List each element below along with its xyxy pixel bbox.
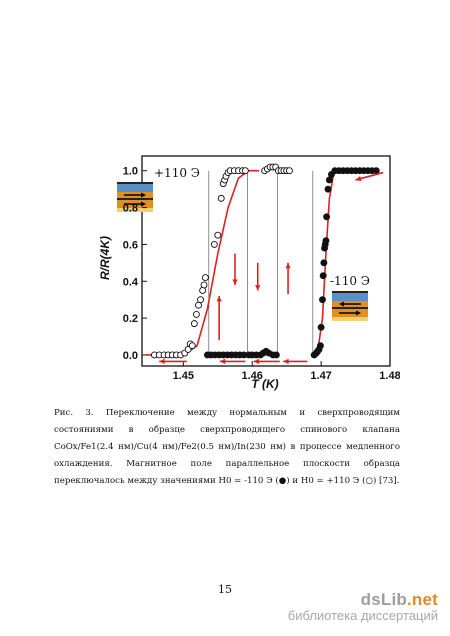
data-point-open bbox=[197, 296, 205, 304]
data-point-open bbox=[201, 274, 209, 282]
arrowhead bbox=[219, 358, 226, 365]
data-point-open bbox=[188, 342, 196, 350]
data-point-filled bbox=[372, 167, 380, 175]
arrowhead bbox=[285, 262, 291, 269]
arrowhead bbox=[216, 296, 222, 302]
data-point-open bbox=[241, 167, 249, 175]
arrowhead bbox=[255, 285, 261, 291]
x-axis-title: T (K) bbox=[251, 377, 278, 391]
y-tick-label: 0.4 bbox=[123, 276, 139, 288]
figure: +110 Э -110 Э T (K) R/R(4K) 1.45 1.46 1.47… bbox=[100, 148, 400, 398]
data-point-open bbox=[210, 240, 218, 248]
data-point-open bbox=[192, 310, 200, 318]
data-point-open bbox=[190, 320, 198, 328]
y-tick-label: 1.0 bbox=[123, 166, 138, 178]
spin-valve-inset-antiparallel bbox=[332, 291, 368, 321]
fit-curve bbox=[310, 169, 346, 356]
watermark-brand-tld: .net bbox=[406, 590, 438, 609]
data-point-filled bbox=[322, 237, 330, 245]
arrowhead bbox=[232, 279, 238, 285]
plot-frame bbox=[141, 155, 391, 367]
x-tick-label: 1.45 bbox=[173, 370, 194, 382]
y-tick-label: 0.0 bbox=[123, 350, 138, 362]
data-point-filled bbox=[324, 185, 332, 193]
data-point-filled bbox=[272, 351, 280, 359]
watermark-brand-main: dsLib bbox=[360, 590, 407, 609]
y-axis-title: R/R(4K) bbox=[100, 236, 112, 280]
data-point-open bbox=[214, 231, 222, 239]
data-point-filled bbox=[319, 296, 326, 304]
data-point-open bbox=[285, 167, 293, 175]
arrowhead bbox=[283, 358, 289, 365]
arrowhead bbox=[355, 176, 362, 182]
y-tick-label: 0.2 bbox=[123, 313, 138, 325]
x-tick-label: 1.47 bbox=[310, 370, 331, 382]
data-point-filled bbox=[323, 213, 331, 221]
data-point-open bbox=[199, 287, 207, 294]
data-point-filled bbox=[319, 272, 327, 280]
data-point-filled bbox=[320, 259, 328, 267]
watermark-brand: dsLib.net bbox=[288, 590, 438, 610]
y-tick-label: 0.8 bbox=[123, 203, 138, 215]
chart: +110 Э -110 Э T (K) R/R(4K) 1.45 1.46 1.47… bbox=[100, 155, 400, 391]
watermark: dsLib.net библиотека диссертаций bbox=[288, 590, 438, 623]
y-tick-label: 0.6 bbox=[123, 239, 138, 251]
figure-caption: Рис. 3. Переключение между нормальным и … bbox=[54, 408, 400, 486]
watermark-subtitle: библиотека диссертаций bbox=[287, 608, 438, 623]
data-point-open bbox=[217, 194, 225, 202]
fit-curve bbox=[145, 169, 260, 356]
x-tick-label: 1.46 bbox=[242, 370, 263, 382]
arrowhead bbox=[159, 358, 165, 365]
data-point-open bbox=[200, 281, 208, 289]
arrowhead bbox=[253, 358, 260, 365]
page-number: 15 bbox=[218, 583, 232, 596]
x-tick-label: 1.48 bbox=[379, 370, 400, 382]
field-label-plus: +110 Э bbox=[154, 166, 200, 180]
data-point-filled bbox=[316, 342, 324, 350]
spin-valve-inset-parallel bbox=[117, 182, 153, 212]
data-point-filled bbox=[317, 323, 325, 331]
field-label-minus: -110 Э bbox=[330, 274, 370, 288]
